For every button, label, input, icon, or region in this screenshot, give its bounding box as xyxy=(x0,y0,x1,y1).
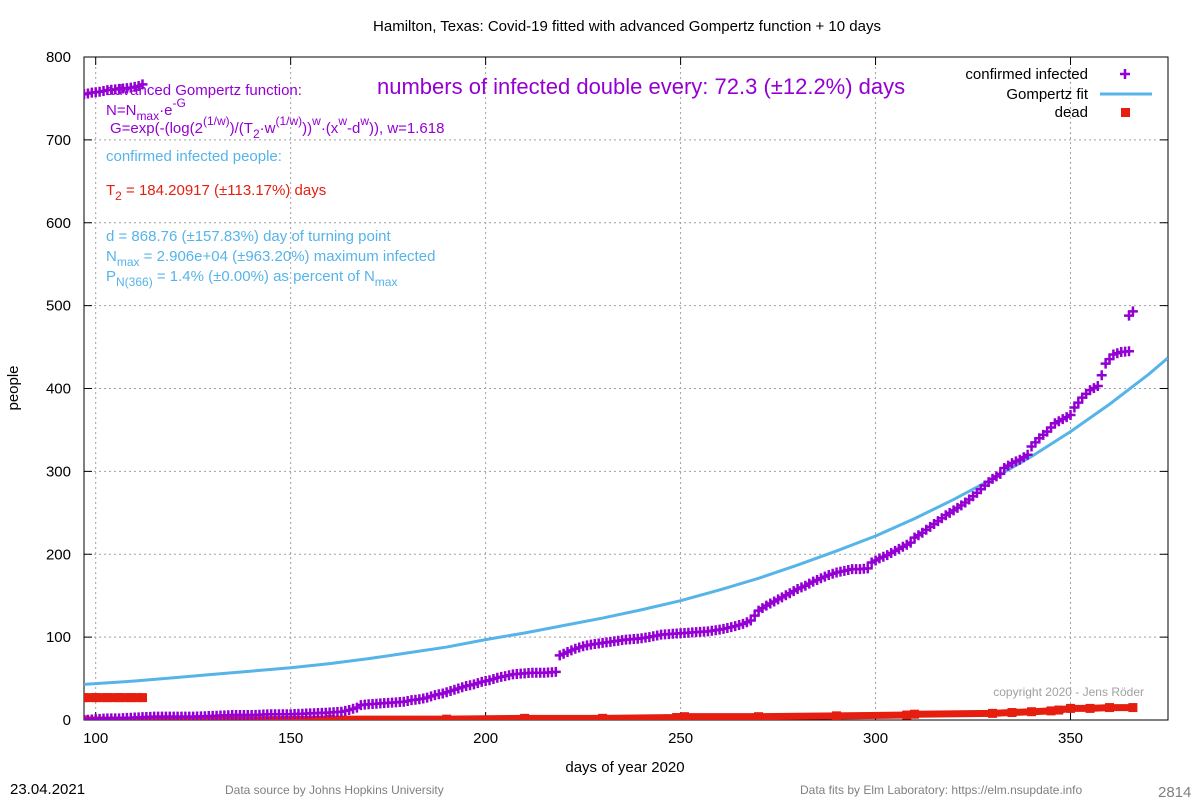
legend-marker-dead xyxy=(1121,108,1130,117)
dead-band xyxy=(84,704,1133,720)
y-tick-label: 100 xyxy=(46,629,71,646)
confirmed-heading: confirmed infected people: xyxy=(106,148,282,165)
confirmed-series xyxy=(84,79,1138,720)
confirmed-point xyxy=(1127,306,1138,317)
legend-label-dead: dead xyxy=(1055,104,1088,121)
x-tick-labels: 100 150 200 250 300 350 xyxy=(83,730,1083,747)
n-max: Nmax = 2.906e+04 (±963.20%) maximum infe… xyxy=(106,248,435,269)
p-percent: PN(366) = 1.4% (±0.00%) as percent of Nm… xyxy=(106,268,397,289)
y-tick-label: 400 xyxy=(46,381,71,398)
confirmed-point xyxy=(862,563,873,574)
copyright: copyright 2020 - Jens Röder xyxy=(993,685,1144,699)
x-tick-label: 200 xyxy=(473,730,498,747)
y-tick-labels: 0 100 200 300 400 500 600 700 800 xyxy=(46,49,71,729)
legend-marker-confirmed xyxy=(1120,69,1130,79)
y-tick-label: 300 xyxy=(46,463,71,480)
fit-series xyxy=(84,356,1168,686)
dead-series xyxy=(84,693,1138,720)
confirmed-point xyxy=(1065,410,1076,421)
confirmed-point xyxy=(550,666,561,677)
legend: confirmed infected Gompertz fit dead xyxy=(965,66,1152,121)
footer: 23.04.2021 Data source by Johns Hopkins … xyxy=(10,781,1191,800)
confirmed-point xyxy=(137,79,148,90)
chart-title: Hamilton, Texas: Covid-19 fitted with ad… xyxy=(373,18,881,35)
legend-label-confirmed: confirmed infected xyxy=(965,66,1088,83)
x-tick-label: 100 xyxy=(83,730,108,747)
confirmed-point xyxy=(1124,346,1135,357)
doubling-time: numbers of infected double every: 72.3 (… xyxy=(377,74,905,99)
confirmed-point xyxy=(995,468,1006,479)
y-tick-label: 0 xyxy=(63,712,71,729)
y-tick-label: 600 xyxy=(46,215,71,232)
footer-date: 23.04.2021 xyxy=(10,781,85,798)
turning-point: d = 868.76 (±157.83%) day of turning poi… xyxy=(106,228,392,245)
y-tick-label: 500 xyxy=(46,298,71,315)
y-tick-label: 700 xyxy=(46,132,71,149)
legend-label-fit: Gompertz fit xyxy=(1006,86,1089,103)
confirmed-point xyxy=(1092,381,1103,392)
y-axis-label: people xyxy=(5,365,22,410)
fit-line xyxy=(84,356,1168,686)
x-tick-label: 300 xyxy=(863,730,888,747)
formula-g: G=exp(-(log(2(1/w))/(T2·w(1/w)))w·(xw-dw… xyxy=(110,114,444,141)
formula-n: N=Nmax·e-G xyxy=(106,96,186,123)
doubling-t2: T2 = 184.20917 (±113.17%) days xyxy=(106,182,326,203)
formula-title: advanced Gompertz function: xyxy=(106,82,302,99)
y-tick-label: 200 xyxy=(46,546,71,563)
annotations: advanced Gompertz function: N=Nmax·e-G G… xyxy=(106,74,1144,699)
footer-page-number: 2814 xyxy=(1158,784,1191,800)
x-tick-label: 350 xyxy=(1058,730,1083,747)
footer-fits: Data fits by Elm Laboratory: https://elm… xyxy=(800,783,1082,797)
y-tick-label: 800 xyxy=(46,49,71,66)
confirmed-point xyxy=(1096,370,1107,381)
x-tick-label: 250 xyxy=(668,730,693,747)
confirmed-point xyxy=(1022,449,1033,460)
x-axis-label: days of year 2020 xyxy=(565,759,684,776)
footer-source: Data source by Johns Hopkins University xyxy=(225,783,444,797)
x-tick-label: 150 xyxy=(278,730,303,747)
